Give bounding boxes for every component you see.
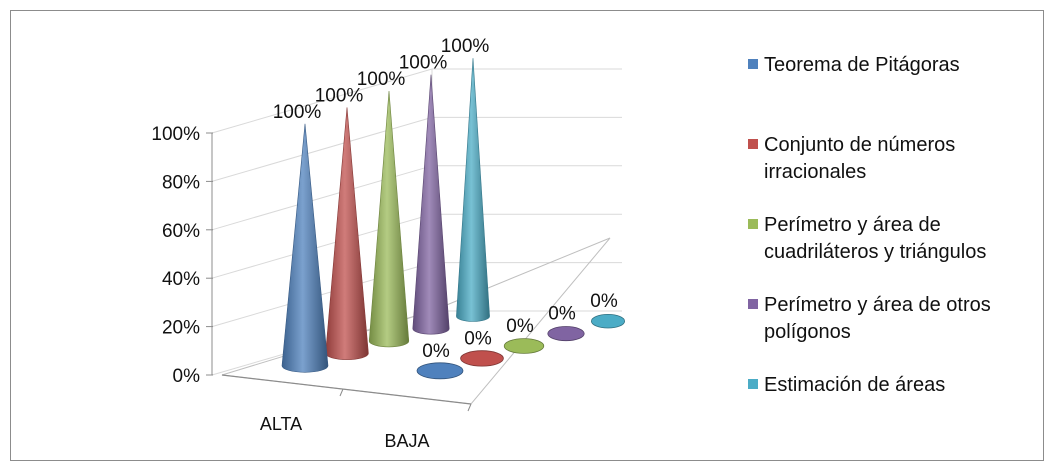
gridline-side xyxy=(211,116,433,182)
data-labels: 100% 0% 100% 0% 100% 0% 100% 0% 100% 0% xyxy=(273,36,618,362)
legend-entry: Estimación de áreas xyxy=(748,372,1034,399)
y-tick-label: 100% xyxy=(151,124,200,145)
cone-base-mark xyxy=(547,326,585,342)
data-label: 100% xyxy=(273,102,322,123)
data-label: 0% xyxy=(548,304,576,325)
data-label: 100% xyxy=(315,85,364,106)
x-axis-line xyxy=(221,374,472,405)
x-tick-mark xyxy=(467,403,472,412)
legend-label: Estimación de áreas xyxy=(764,374,946,396)
legend-swatch xyxy=(748,59,758,69)
cone-mark xyxy=(412,74,450,335)
data-label: 0% xyxy=(422,341,450,362)
legend-entry: Conjunto de números irracionales xyxy=(748,132,1034,186)
y-axis-ticks: 0% 20% 40% 60% 80% 100% xyxy=(151,124,213,387)
chart-frame xyxy=(10,10,1044,461)
cone-mark xyxy=(368,90,410,348)
legend-entry: Teorema de Pitágoras xyxy=(748,52,1034,79)
cone-mark xyxy=(281,123,329,373)
legend-label: Perímetro y área de cuadriláteros y triá… xyxy=(764,214,987,263)
legend-swatch xyxy=(748,139,758,149)
data-label: 100% xyxy=(399,53,448,74)
legend-label: Perímetro y área de otros polígonos xyxy=(764,294,991,343)
legend-swatch xyxy=(748,379,758,389)
legend-label: Teorema de Pitágoras xyxy=(764,54,960,76)
data-label: 0% xyxy=(464,328,492,349)
legend-swatch xyxy=(748,299,758,309)
chart-marks xyxy=(281,58,626,380)
y-tick-label: 60% xyxy=(162,221,200,242)
x-axis-ticks: ALTA BAJA xyxy=(260,388,472,451)
data-label: 0% xyxy=(590,291,618,312)
cone-base-mark xyxy=(503,338,545,354)
x-tick-label: ALTA xyxy=(260,414,302,434)
data-label: 100% xyxy=(357,69,406,90)
cone-base-mark xyxy=(591,314,626,329)
x-tick-label: BAJA xyxy=(384,431,429,451)
data-label: 0% xyxy=(506,316,534,337)
legend-entry: Perímetro y área de cuadriláteros y triá… xyxy=(748,212,1034,266)
legend-label: Conjunto de números irracionales xyxy=(764,134,956,183)
cone-mark xyxy=(456,58,490,322)
legend-swatch xyxy=(748,219,758,229)
x-tick-mark xyxy=(339,388,344,397)
cone-mark xyxy=(325,107,369,360)
y-tick-label: 20% xyxy=(162,318,200,339)
y-tick-label: 80% xyxy=(162,172,200,193)
gridline-side xyxy=(211,68,433,134)
y-tick-label: 0% xyxy=(173,366,201,387)
cone-base-mark xyxy=(416,362,464,380)
data-label: 100% xyxy=(441,36,490,57)
legend-entry: Perímetro y área de otros polígonos xyxy=(748,292,1034,346)
y-tick-label: 40% xyxy=(162,269,200,290)
cone-base-mark xyxy=(460,350,504,367)
